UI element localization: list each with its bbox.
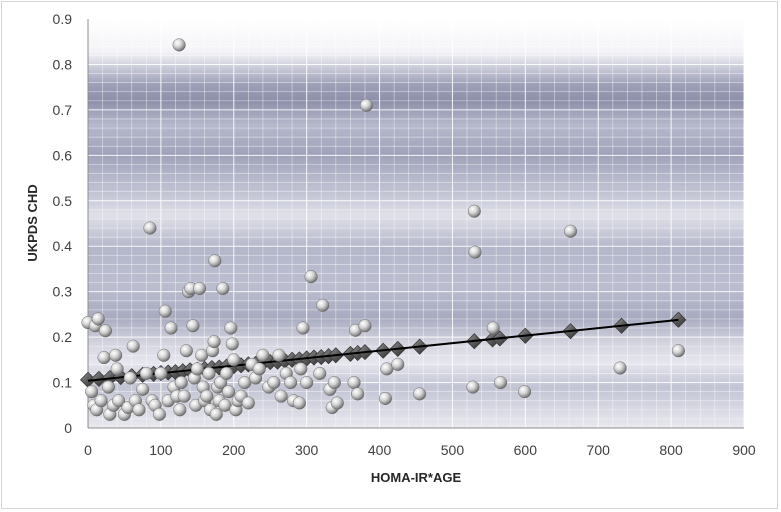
sphere-point — [468, 245, 482, 259]
sphere-point — [494, 376, 508, 390]
sphere-point — [208, 254, 222, 268]
sphere-point — [132, 403, 146, 417]
sphere-point — [157, 348, 171, 362]
sphere-point — [123, 371, 137, 385]
sphere-point — [177, 389, 191, 403]
sphere-point — [139, 366, 153, 381]
sphere-point — [192, 281, 207, 296]
sphere-point — [304, 270, 318, 284]
x-tick-label: 200 — [222, 442, 246, 458]
sphere-point — [225, 337, 239, 351]
x-tick-label: 600 — [514, 442, 538, 458]
sphere-point — [359, 98, 373, 112]
sphere-point — [98, 324, 113, 338]
sphere-point — [327, 376, 341, 390]
x-axis-title: HOMA-IR*AGE — [371, 470, 462, 485]
y-tick-label: 0.7 — [53, 102, 73, 118]
sphere-point — [316, 298, 330, 312]
sphere-point — [272, 348, 286, 362]
sphere-point — [174, 376, 188, 390]
sphere-point — [158, 304, 172, 318]
x-tick-label: 400 — [368, 442, 392, 458]
sphere-point — [347, 376, 361, 390]
sphere-point — [391, 357, 405, 371]
sphere-point — [613, 361, 627, 375]
sphere-point — [186, 319, 200, 333]
sphere-point — [518, 385, 532, 399]
sphere-point — [173, 403, 187, 417]
sphere-point — [152, 407, 166, 421]
y-tick-label: 0.6 — [53, 147, 73, 163]
sphere-point — [164, 321, 178, 335]
sphere-point — [143, 221, 157, 235]
sphere-point — [300, 376, 314, 390]
sphere-point — [378, 391, 392, 406]
sphere-point — [466, 380, 480, 394]
sphere-point — [252, 362, 266, 376]
sphere-point — [358, 319, 372, 333]
sphere-point — [467, 204, 481, 218]
sphere-point — [216, 281, 230, 296]
trendline — [87, 318, 679, 382]
x-tick-label: 0 — [84, 442, 92, 458]
sphere-point — [109, 348, 123, 362]
sphere-point — [179, 344, 193, 358]
sphere-point — [256, 348, 270, 362]
y-tick-label: 0.5 — [53, 193, 73, 209]
sphere-point — [219, 366, 234, 381]
sphere-point — [351, 387, 365, 401]
x-tick-label: 800 — [659, 442, 683, 458]
sphere-point — [126, 339, 140, 353]
sphere-point — [671, 344, 685, 358]
y-tick-label: 0.9 — [53, 11, 73, 27]
y-tick-label: 0.3 — [53, 284, 73, 300]
sphere-point — [94, 394, 108, 408]
sphere-point — [85, 385, 99, 399]
sphere-point — [101, 380, 115, 394]
y-tick-labels: 0 0.1 0.2 0.3 0.4 0.5 0.6 0.7 0.8 0.9 — [53, 11, 73, 436]
x-tick-label: 100 — [149, 442, 173, 458]
sphere-point — [292, 396, 306, 410]
x-tick-label: 900 — [732, 442, 756, 458]
x-tick-label: 500 — [441, 442, 465, 458]
y-tick-label: 0.8 — [53, 56, 73, 72]
sphere-point — [91, 312, 105, 326]
sphere-point — [202, 366, 216, 381]
sphere-point — [209, 407, 223, 421]
sphere-point — [296, 321, 310, 335]
x-tick-label: 700 — [587, 442, 611, 458]
y-tick-label: 0.1 — [53, 375, 73, 391]
y-axis-title: UKPDS CHD — [25, 184, 40, 261]
sphere-point — [200, 389, 214, 403]
sphere-point — [110, 362, 124, 376]
sphere-point — [486, 321, 500, 335]
sphere-point — [190, 362, 204, 376]
gridlines — [87, 18, 745, 429]
sphere-point — [154, 366, 168, 381]
sphere-point — [227, 353, 241, 367]
x-tick-labels: 0 100 200 300 400 500 600 700 800 900 — [84, 442, 756, 458]
sphere-point — [112, 394, 126, 408]
y-tick-label: 0.2 — [53, 329, 73, 345]
sphere-point — [284, 376, 298, 390]
sphere-point — [313, 366, 327, 381]
sphere-point — [330, 396, 344, 410]
sphere-point — [267, 376, 281, 390]
sphere-point — [97, 351, 111, 365]
sphere-point — [241, 396, 255, 410]
sphere-point — [136, 382, 150, 396]
sphere-point — [224, 321, 238, 335]
sphere-point — [413, 387, 427, 401]
sphere-point — [294, 362, 308, 376]
sphere-point — [207, 335, 221, 349]
y-tick-label: 0.4 — [53, 238, 73, 254]
sphere-point — [172, 38, 186, 52]
sphere-point — [563, 224, 578, 238]
sphere-point — [222, 385, 236, 399]
sphere-point — [274, 389, 288, 403]
y-tick-label: 0 — [64, 420, 72, 436]
x-tick-label: 300 — [295, 442, 319, 458]
observed-series — [81, 38, 685, 421]
